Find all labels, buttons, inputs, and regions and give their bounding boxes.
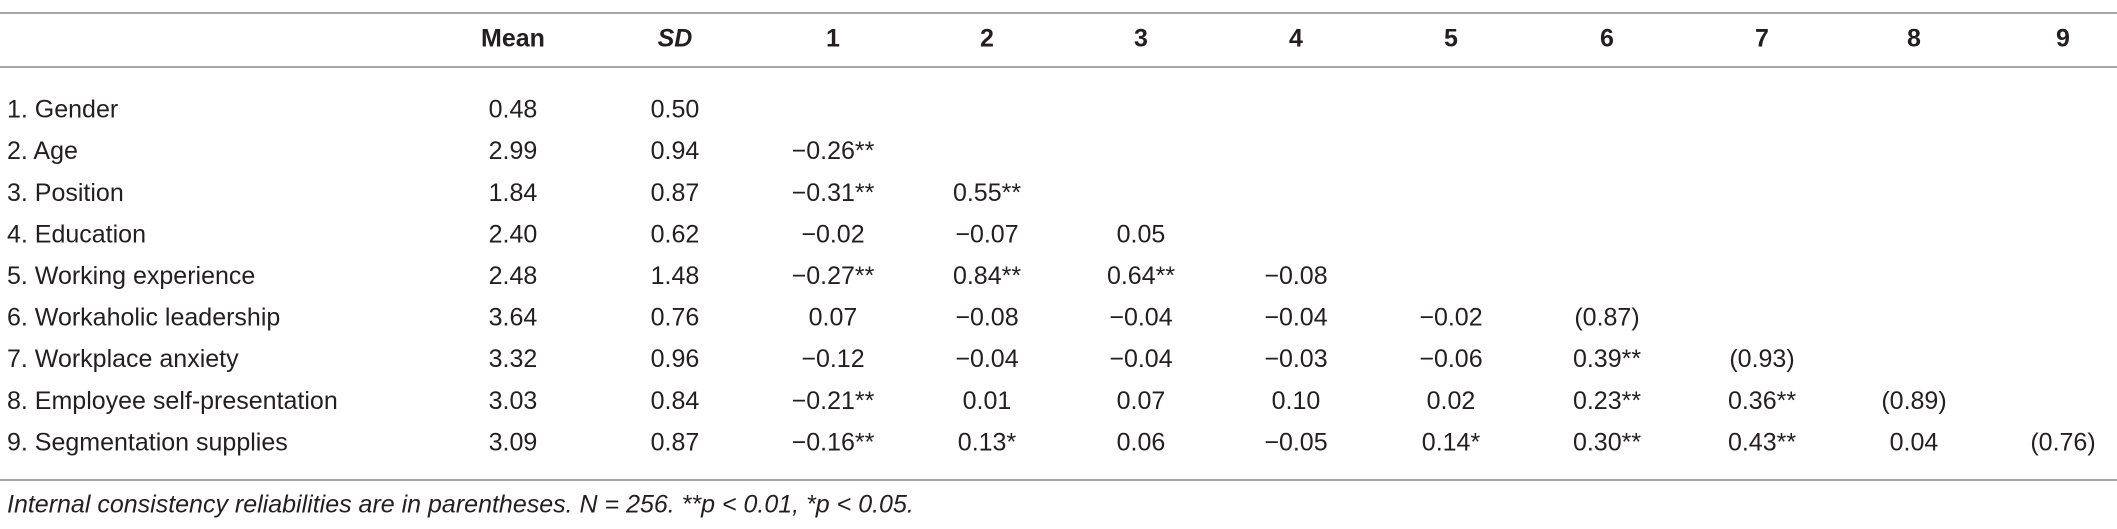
row-label: 1. Gender [7,96,118,124]
column-header: 8 [1907,25,1921,53]
cell: 0.13* [958,428,1017,456]
row-label: 8. Employee self-presentation [7,387,338,415]
cell: −0.03 [1264,345,1327,373]
column-header: 2 [980,25,994,53]
cell: 0.87 [651,179,700,207]
cell: 3.03 [489,387,538,415]
cell: 0.64** [1107,262,1175,290]
cell: −0.04 [955,345,1018,373]
row-label: 6. Workaholic leadership [7,304,280,332]
cell: 0.23** [1573,387,1641,415]
cell: 0.14* [1422,428,1481,456]
cell: 0.84** [953,262,1021,290]
footnote: Internal consistency reliabilities are i… [7,491,914,519]
row-label: 4. Education [7,220,146,248]
cell: 0.07 [1117,387,1166,415]
cell: −0.16** [792,428,875,456]
cell: −0.08 [955,304,1018,332]
cell: −0.21** [792,387,875,415]
cell: 0.87 [651,428,700,456]
column-header: SD [658,25,693,53]
cell: 0.48 [489,96,538,124]
row-label: 3. Position [7,179,124,207]
cell: 1.48 [651,262,700,290]
column-header: 3 [1134,25,1148,53]
cell: −0.06 [1419,345,1482,373]
cell: 3.32 [489,345,538,373]
cell: (0.89) [1881,387,1946,415]
cell: −0.05 [1264,428,1327,456]
cell: −0.12 [801,345,864,373]
cell: 0.39** [1573,345,1641,373]
cell: −0.04 [1109,304,1172,332]
cell: −0.26** [792,137,875,165]
cell: −0.08 [1264,262,1327,290]
cell: 0.06 [1117,428,1166,456]
cell: 0.96 [651,345,700,373]
cell: 0.55** [953,179,1021,207]
cell: 3.09 [489,428,538,456]
column-header: 6 [1600,25,1614,53]
cell: 0.50 [651,96,700,124]
cell: −0.31** [792,179,875,207]
cell: 0.01 [963,387,1012,415]
cell: −0.04 [1109,345,1172,373]
cell: 2.99 [489,137,538,165]
cell: −0.02 [1419,304,1482,332]
cell: 0.30** [1573,428,1641,456]
cell: 0.05 [1117,220,1166,248]
column-header: 1 [826,25,840,53]
column-header: 5 [1444,25,1458,53]
cell: 0.94 [651,137,700,165]
cell: −0.27** [792,262,875,290]
column-header: Mean [481,25,545,53]
cell: (0.93) [1729,345,1794,373]
cell: 0.36** [1728,387,1796,415]
cell: 0.62 [651,220,700,248]
cell: (0.87) [1574,304,1639,332]
row-label: 5. Working experience [7,262,255,290]
cell: 2.40 [489,220,538,248]
cell: 0.76 [651,304,700,332]
row-label: 7. Workplace anxiety [7,345,239,373]
cell: 0.10 [1272,387,1321,415]
column-header: 7 [1755,25,1769,53]
cell: 0.07 [809,304,858,332]
cell: −0.07 [955,220,1018,248]
cell: 0.02 [1427,387,1476,415]
cell: 2.48 [489,262,538,290]
cell: −0.04 [1264,304,1327,332]
row-label: 2. Age [7,137,78,165]
cell: 0.84 [651,387,700,415]
column-header: 4 [1289,25,1303,53]
column-header: 9 [2056,25,2070,53]
cell: 0.43** [1728,428,1796,456]
cell: −0.02 [801,220,864,248]
cell: 3.64 [489,304,538,332]
row-label: 9. Segmentation supplies [7,428,288,456]
cell: 1.84 [489,179,538,207]
cell: 0.04 [1890,428,1939,456]
cell: (0.76) [2030,428,2095,456]
